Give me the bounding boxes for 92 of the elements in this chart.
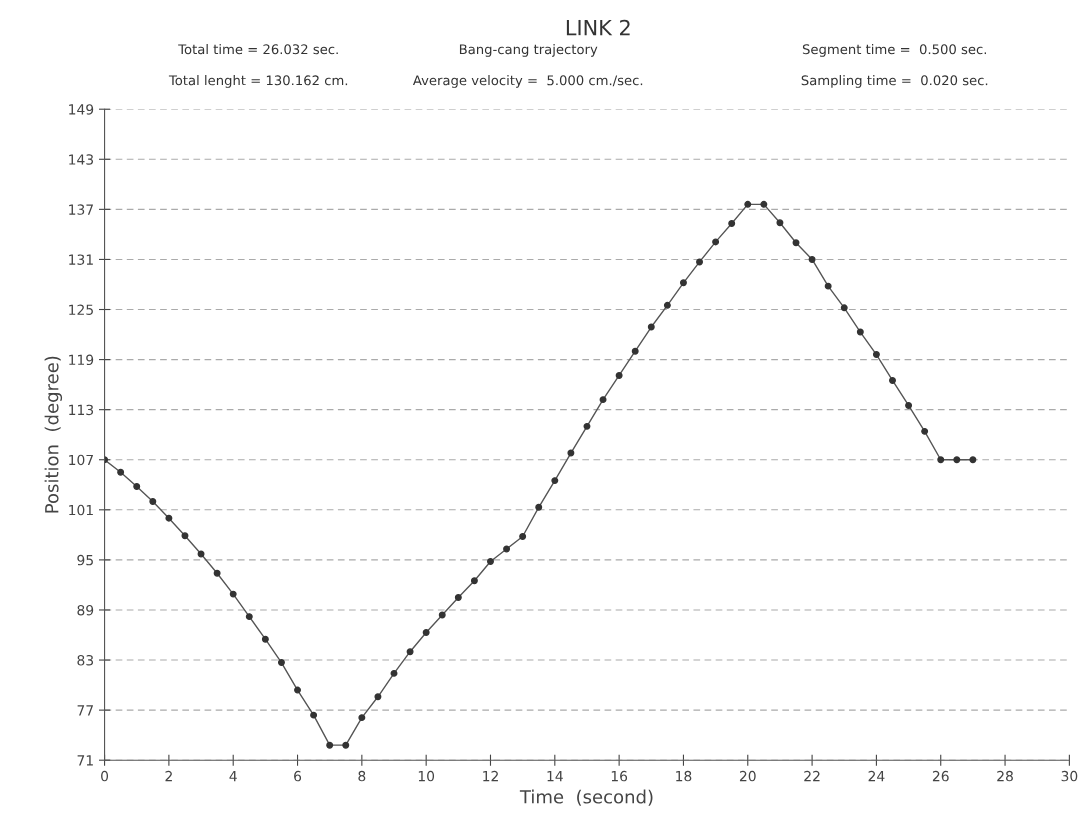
y-tick-label: 131 bbox=[69, 254, 93, 265]
point bbox=[470, 577, 478, 585]
point bbox=[358, 714, 366, 722]
point bbox=[631, 347, 639, 355]
point bbox=[856, 328, 864, 336]
point bbox=[808, 255, 816, 263]
point bbox=[551, 477, 559, 485]
point bbox=[487, 558, 494, 566]
point bbox=[905, 402, 913, 409]
point bbox=[872, 351, 880, 359]
y-tick-label: 89 bbox=[77, 604, 94, 616]
point bbox=[390, 669, 398, 677]
point bbox=[454, 593, 462, 601]
point bbox=[969, 456, 977, 464]
x-tick-label: 2 bbox=[165, 770, 172, 782]
x-tick-label: 6 bbox=[294, 770, 302, 782]
x-tick-label: 4 bbox=[229, 771, 237, 782]
point bbox=[696, 258, 704, 266]
point bbox=[117, 468, 125, 476]
point bbox=[760, 200, 768, 208]
x-tick-label: 16 bbox=[611, 770, 628, 782]
x-tick-label: 26 bbox=[932, 770, 949, 782]
x-tick-label: 30 bbox=[1061, 770, 1078, 782]
text: Bang-cang trajectory bbox=[459, 44, 598, 57]
text: Sampling time = 0.020 sec. bbox=[801, 75, 988, 88]
y-tick-label: 143 bbox=[69, 154, 94, 165]
point bbox=[663, 301, 671, 309]
point bbox=[921, 427, 929, 435]
x-tick-label: 18 bbox=[676, 770, 692, 782]
y-tick-label: 107 bbox=[69, 454, 93, 466]
point bbox=[181, 532, 189, 540]
x-tick-label: 20 bbox=[739, 770, 756, 782]
point bbox=[229, 590, 237, 598]
point bbox=[937, 456, 945, 464]
y-tick-label: 101 bbox=[69, 504, 93, 516]
chart-title: LINK 2 bbox=[566, 19, 630, 36]
point bbox=[744, 200, 752, 208]
point bbox=[519, 533, 527, 540]
point bbox=[261, 635, 269, 643]
y-tick-label: 113 bbox=[69, 404, 94, 416]
y-tick-label: 149 bbox=[69, 104, 94, 115]
point bbox=[245, 613, 253, 621]
point bbox=[889, 376, 896, 384]
x-tick-label: 10 bbox=[418, 770, 435, 782]
x-tick-label: 8 bbox=[358, 770, 366, 782]
point bbox=[213, 569, 221, 577]
y-tick-label: 137 bbox=[69, 204, 93, 215]
y-tick-label: 125 bbox=[69, 304, 93, 315]
point bbox=[599, 396, 607, 404]
text: Segment time = 0.500 sec. bbox=[802, 44, 987, 57]
y-axis-title: Position (degree) bbox=[44, 356, 63, 513]
point bbox=[342, 741, 350, 749]
x-tick-label: 22 bbox=[804, 770, 820, 782]
point bbox=[567, 449, 575, 457]
text: Total lenght = 130.162 cm. bbox=[168, 75, 348, 88]
point bbox=[149, 497, 157, 505]
x-tick-label: 0 bbox=[101, 770, 109, 782]
point bbox=[583, 422, 591, 430]
point bbox=[776, 219, 784, 227]
point bbox=[953, 456, 961, 464]
text: Total time = 26.032 sec. bbox=[178, 44, 338, 55]
point bbox=[824, 282, 832, 290]
point bbox=[712, 238, 720, 246]
y-tick-label: 95 bbox=[77, 554, 93, 566]
point bbox=[326, 741, 334, 749]
x-tick-label: 24 bbox=[868, 770, 885, 782]
point bbox=[165, 514, 173, 522]
point bbox=[374, 693, 382, 701]
point bbox=[792, 239, 800, 247]
point bbox=[310, 711, 318, 719]
point bbox=[406, 648, 414, 656]
point bbox=[728, 220, 736, 228]
point bbox=[647, 323, 655, 331]
point bbox=[535, 503, 543, 511]
point bbox=[277, 659, 285, 667]
x-axis-title: Time (second) bbox=[519, 789, 653, 806]
point bbox=[615, 371, 623, 379]
point bbox=[438, 611, 446, 619]
x-tick-label: 28 bbox=[997, 770, 1013, 782]
point bbox=[840, 304, 848, 312]
point bbox=[503, 545, 511, 553]
point bbox=[133, 482, 141, 490]
point bbox=[422, 629, 430, 636]
y-tick-label: 77 bbox=[77, 705, 93, 716]
x-tick-label: 12 bbox=[483, 770, 498, 782]
point bbox=[294, 686, 302, 694]
text: Average velocity = 5.000 cm./sec. bbox=[412, 75, 643, 88]
x-tick-label: 14 bbox=[547, 771, 563, 782]
point bbox=[679, 279, 687, 287]
y-tick-label: 119 bbox=[69, 354, 94, 366]
y-tick-label: 71 bbox=[77, 755, 93, 766]
y-tick-label: 83 bbox=[77, 655, 94, 666]
